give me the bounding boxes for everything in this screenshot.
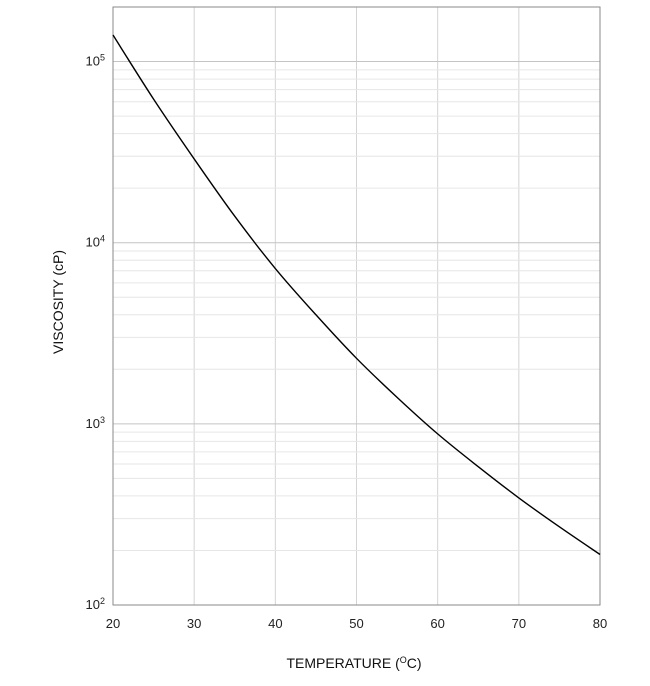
x-tick-label: 60 — [430, 616, 444, 631]
y-tick-label: 102 — [86, 596, 105, 612]
y-axis-title: VISCOSITY (cP) — [50, 250, 66, 354]
y-tick-label: 105 — [86, 53, 105, 69]
x-axis-title-text: TEMPERATURE ( — [286, 655, 400, 671]
x-tick-label: 50 — [349, 616, 363, 631]
y-tick-labels: 102 103 104 105 — [86, 53, 105, 612]
grid — [113, 7, 600, 605]
viscosity-curve — [112, 34, 601, 556]
x-tick-label: 30 — [187, 616, 201, 631]
x-axis-title-unit-degree: O — [400, 655, 407, 665]
y-tick-label: 103 — [86, 415, 105, 431]
x-tick-label: 70 — [512, 616, 526, 631]
x-tick-labels: 20 30 40 50 60 70 80 — [106, 616, 607, 631]
x-tick-label: 40 — [268, 616, 282, 631]
x-tick-label: 20 — [106, 616, 120, 631]
x-axis-title: TEMPERATURE (OC) — [286, 655, 421, 671]
y-tick-label: 104 — [86, 234, 105, 250]
plot-area-frame — [112, 6, 601, 606]
x-axis-title-unit: C) — [407, 655, 422, 671]
x-tick-label: 80 — [593, 616, 607, 631]
